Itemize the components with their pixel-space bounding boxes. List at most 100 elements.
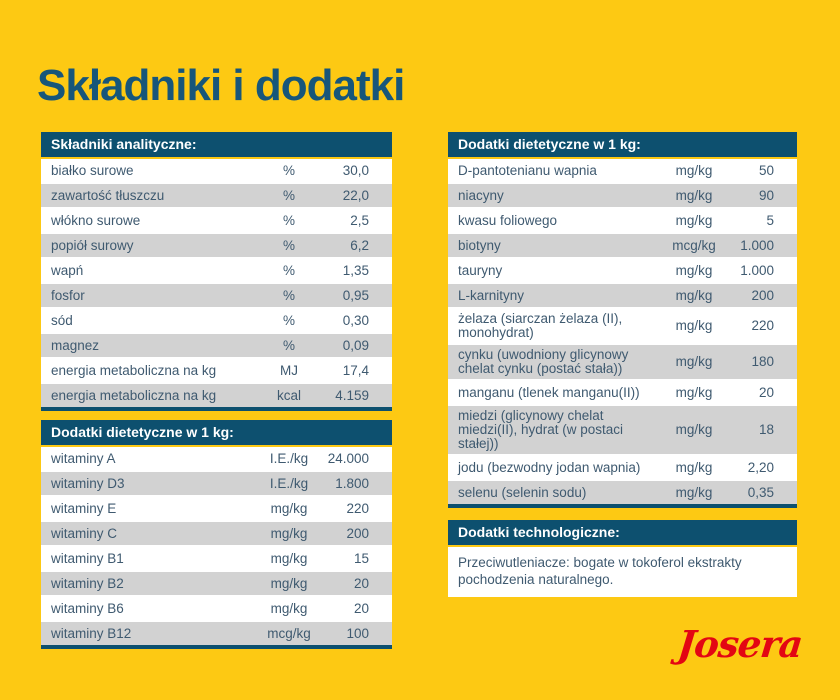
- row-value: 5: [766, 212, 774, 228]
- row-value: 200: [751, 287, 774, 303]
- row-value: 18: [758, 422, 774, 437]
- row-label: popiół surowy: [51, 237, 134, 253]
- row-value: 1.000: [740, 262, 774, 278]
- table-row: D-pantotenianu wapnia mg/kg 50: [448, 159, 797, 182]
- table-body: witaminy A I.E./kg 24.000 witaminy D3 I.…: [41, 447, 392, 645]
- row-value: 0,09: [342, 337, 369, 353]
- row-value: 20: [353, 575, 369, 591]
- row-unit: %: [282, 287, 295, 303]
- row-label: witaminy A: [51, 450, 116, 466]
- row-value: 0,30: [342, 312, 369, 328]
- row-value: 0,35: [747, 484, 774, 500]
- table-header: Dodatki dietetyczne w 1 kg:: [448, 132, 797, 157]
- row-value: 22,0: [342, 187, 369, 203]
- row-unit: mg/kg: [675, 212, 713, 228]
- row-value: 17,4: [342, 362, 369, 378]
- table-row: manganu (tlenek manganu(II)) mg/kg 20: [448, 381, 797, 404]
- row-value: 1.000: [740, 237, 774, 253]
- table-row: biotyny mcg/kg 1.000: [448, 234, 797, 257]
- row-unit: mg/kg: [675, 484, 713, 500]
- dietary-additives-right-table: Dodatki dietetyczne w 1 kg: D-pantotenia…: [448, 132, 797, 508]
- row-value: 6,2: [350, 237, 369, 253]
- row-unit: mg/kg: [675, 384, 713, 400]
- row-label: biotyny: [458, 237, 501, 253]
- row-unit: mg/kg: [675, 162, 713, 178]
- row-unit: mg/kg: [675, 354, 713, 369]
- row-unit: mg/kg: [675, 287, 713, 303]
- row-value: 2,5: [350, 212, 369, 228]
- row-value: 1.800: [335, 475, 369, 491]
- row-unit: mcg/kg: [672, 237, 716, 253]
- table-row: witaminy B2 mg/kg 20: [41, 572, 392, 595]
- row-label: żelaza (siarczan żelaza (II), monohydrat…: [458, 311, 623, 340]
- row-value: 20: [353, 600, 369, 616]
- table-header: Składniki analityczne:: [41, 132, 392, 157]
- table-row: selenu (selenin sodu) mg/kg 0,35: [448, 481, 797, 504]
- row-label: miedzi (glicynowy chelat miedzi(II), hyd…: [458, 408, 624, 451]
- table-row: włókno surowe % 2,5: [41, 209, 392, 232]
- row-label: witaminy B2: [51, 575, 124, 591]
- row-unit: mg/kg: [270, 550, 308, 566]
- row-unit: mg/kg: [675, 187, 713, 203]
- row-label: kwasu foliowego: [458, 212, 558, 228]
- table-header: Dodatki technologiczne:: [448, 520, 797, 545]
- table-row: kwasu foliowego mg/kg 5: [448, 209, 797, 232]
- table-body: białko surowe % 30,0 zawartość tłuszczu …: [41, 159, 392, 407]
- row-label: jodu (bezwodny jodan wapnia): [458, 459, 641, 475]
- table-row: niacyny mg/kg 90: [448, 184, 797, 207]
- row-value: 100: [346, 625, 369, 641]
- table-row: energia metaboliczna na kg kcal 4.159: [41, 384, 392, 407]
- row-label: witaminy C: [51, 525, 118, 541]
- technological-additives-text: Przeciwutleniacze: bogate w tokoferol ek…: [448, 547, 797, 597]
- table-row: tauryny mg/kg 1.000: [448, 259, 797, 282]
- table-row: witaminy B6 mg/kg 20: [41, 597, 392, 620]
- table-row: witaminy E mg/kg 220: [41, 497, 392, 520]
- table-row: witaminy C mg/kg 200: [41, 522, 392, 545]
- row-label: witaminy B12: [51, 625, 132, 641]
- table-row: cynku (uwodniony glicynowy chelat cynku …: [448, 345, 797, 379]
- row-unit: %: [282, 187, 295, 203]
- table-row: jodu (bezwodny jodan wapnia) mg/kg 2,20: [448, 456, 797, 479]
- row-label: witaminy E: [51, 500, 117, 516]
- row-unit: kcal: [276, 387, 301, 403]
- row-value: 20: [758, 384, 774, 400]
- table-row: fosfor % 0,95: [41, 284, 392, 307]
- row-label: zawartość tłuszczu: [51, 187, 165, 203]
- right-column: Dodatki dietetyczne w 1 kg: D-pantotenia…: [448, 132, 797, 606]
- table-row: wapń % 1,35: [41, 259, 392, 282]
- row-unit: %: [282, 312, 295, 328]
- row-label: niacyny: [458, 187, 504, 203]
- table-row: witaminy D3 I.E./kg 1.800: [41, 472, 392, 495]
- row-value: 50: [758, 162, 774, 178]
- row-label: L-karnityny: [458, 287, 525, 303]
- row-unit: mg/kg: [675, 422, 713, 437]
- technological-additives-box: Dodatki technologiczne: Przeciwutleniacz…: [448, 520, 797, 597]
- row-unit: I.E./kg: [269, 475, 309, 491]
- row-value: 0,95: [342, 287, 369, 303]
- row-unit: %: [282, 237, 295, 253]
- table-body: D-pantotenianu wapnia mg/kg 50 niacyny m…: [448, 159, 797, 504]
- row-unit: mg/kg: [270, 500, 308, 516]
- table-row: L-karnityny mg/kg 200: [448, 284, 797, 307]
- row-unit: I.E./kg: [269, 450, 309, 466]
- row-unit: mcg/kg: [267, 625, 311, 641]
- row-label: manganu (tlenek manganu(II)): [458, 384, 640, 400]
- dietary-additives-left-table: Dodatki dietetyczne w 1 kg: witaminy A I…: [41, 420, 392, 649]
- row-label: tauryny: [458, 262, 503, 278]
- table-row: energia metaboliczna na kg MJ 17,4: [41, 359, 392, 382]
- row-label: włókno surowe: [51, 212, 141, 228]
- table-row: magnez % 0,09: [41, 334, 392, 357]
- row-label: energia metaboliczna na kg: [51, 362, 217, 378]
- analytical-components-table: Składniki analityczne: białko surowe % 3…: [41, 132, 392, 411]
- row-value: 200: [346, 525, 369, 541]
- row-label: witaminy B1: [51, 550, 124, 566]
- left-column: Składniki analityczne: białko surowe % 3…: [41, 132, 392, 658]
- row-value: 15: [353, 550, 369, 566]
- row-value: 90: [758, 187, 774, 203]
- row-unit: mg/kg: [270, 575, 308, 591]
- row-label: magnez: [51, 337, 100, 353]
- row-value: 4.159: [335, 387, 369, 403]
- table-header: Dodatki dietetyczne w 1 kg:: [41, 420, 392, 445]
- row-unit: mg/kg: [675, 262, 713, 278]
- row-label: selenu (selenin sodu): [458, 484, 587, 500]
